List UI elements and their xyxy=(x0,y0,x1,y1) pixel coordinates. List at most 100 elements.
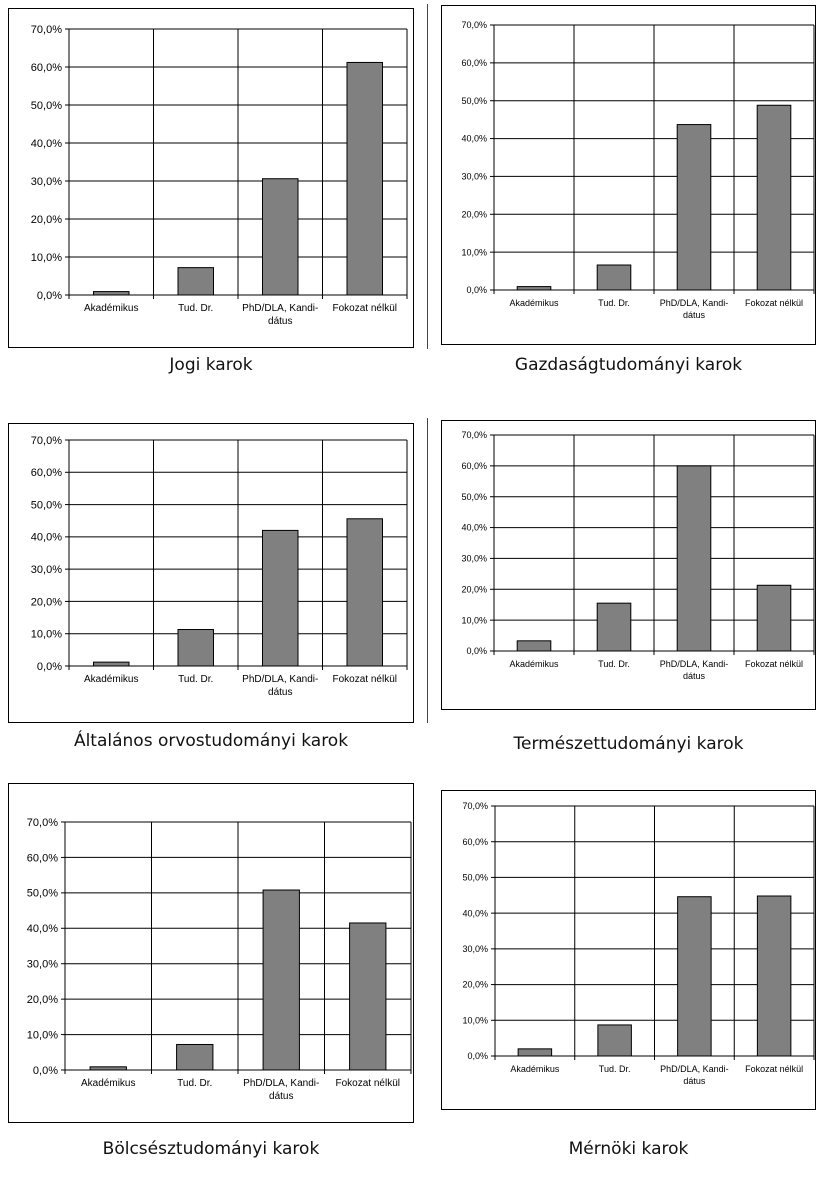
y-tick-label: 70,0% xyxy=(461,20,487,30)
y-tick-label: 10,0% xyxy=(461,247,487,257)
y-tick-label: 30,0% xyxy=(461,554,487,564)
y-tick-label: 0,0% xyxy=(466,285,487,295)
bar xyxy=(346,518,383,667)
bar-chart: 0,0% 10,0% 20,0% 30,0% 40,0% 50,0% 60,0% 70,0% A… xyxy=(461,430,815,681)
y-tick-label: 60,0% xyxy=(462,837,488,847)
bar xyxy=(346,61,383,296)
chart-caption: Mérnöki karok xyxy=(568,1139,689,1159)
chart-frame: 0,0% 10,0% 20,0% 30,0% 40,0% 50,0% 60,0% 70,0% A… xyxy=(8,423,414,723)
category-label: Tud. Dr. xyxy=(178,303,213,314)
category-label: Fokozat nélkül xyxy=(745,659,803,669)
bar xyxy=(677,896,712,1057)
y-tick-label: 70,0% xyxy=(27,817,58,829)
y-tick-label: 0,0% xyxy=(33,1065,58,1077)
category-label: Fokozat nélkül xyxy=(745,1064,803,1074)
y-tick-label: 50,0% xyxy=(31,100,62,112)
bar xyxy=(756,104,792,291)
category-label: Akadémikus xyxy=(510,1064,560,1074)
category-label: Fokozat nélkül xyxy=(333,303,397,314)
bar xyxy=(516,286,552,291)
chart-caption: Természettudományi karok xyxy=(513,734,744,754)
bar xyxy=(176,1043,214,1071)
y-tick-label: 50,0% xyxy=(461,492,487,502)
chart-caption: Általános orvostudományi karok xyxy=(73,731,349,751)
y-tick-label: 30,0% xyxy=(461,172,487,182)
category-label: PhD/DLA, Kandi-dátus xyxy=(660,298,729,320)
chart-frame: 0,0% 10,0% 20,0% 30,0% 40,0% 50,0% 60,0% 70,0% A… xyxy=(8,783,414,1123)
y-tick-label: 0,0% xyxy=(37,661,62,673)
y-tick-label: 60,0% xyxy=(27,852,58,864)
y-tick-label: 50,0% xyxy=(461,96,487,106)
y-tick-label: 10,0% xyxy=(27,1029,58,1041)
y-tick-label: 40,0% xyxy=(31,532,62,544)
category-label: PhD/DLA, Kandi-dátus xyxy=(660,659,729,681)
bar xyxy=(517,1048,553,1057)
bar-chart: 0,0% 10,0% 20,0% 30,0% 40,0% 50,0% 60,0% 70,0% A… xyxy=(462,801,815,1086)
y-tick-label: 40,0% xyxy=(461,134,487,144)
y-tick-label: 70,0% xyxy=(31,24,62,36)
y-tick-label: 20,0% xyxy=(461,584,487,594)
bar xyxy=(177,629,214,667)
bar-chart: 0,0% 10,0% 20,0% 30,0% 40,0% 50,0% 60,0% 70,0% A… xyxy=(27,817,412,1102)
y-tick-label: 10,0% xyxy=(31,252,62,264)
category-label: Tud. Dr. xyxy=(598,298,630,308)
y-tick-label: 70,0% xyxy=(462,801,488,811)
chart-caption: Jogi karok xyxy=(169,355,253,375)
y-tick-label: 30,0% xyxy=(31,564,62,576)
chart-caption: Gazdaságtudományi karok xyxy=(514,355,743,375)
bar xyxy=(262,178,299,296)
category-label: Akadémikus xyxy=(84,303,138,314)
category-label: PhD/DLA, Kandi-dátus xyxy=(243,1078,319,1102)
bar xyxy=(349,922,387,1071)
y-tick-label: 50,0% xyxy=(462,873,488,883)
bar xyxy=(597,1024,632,1057)
y-tick-label: 50,0% xyxy=(31,499,62,511)
chart-frame: 0,0% 10,0% 20,0% 30,0% 40,0% 50,0% 60,0% 70,0% A… xyxy=(441,790,816,1110)
y-tick-label: 10,0% xyxy=(462,1015,488,1025)
bar xyxy=(676,124,712,291)
y-tick-label: 40,0% xyxy=(31,138,62,150)
category-label: Akadémikus xyxy=(84,674,138,685)
category-label: Fokozat nélkül xyxy=(336,1078,400,1089)
category-label: Tud. Dr. xyxy=(599,1064,631,1074)
bar xyxy=(177,267,214,296)
chart-caption: Bölcsésztudományi karok xyxy=(102,1139,320,1159)
y-tick-label: 0,0% xyxy=(37,290,62,302)
y-tick-label: 20,0% xyxy=(461,209,487,219)
chart-frame: 0,0% 10,0% 20,0% 30,0% 40,0% 50,0% 60,0% 70,0% A… xyxy=(8,8,414,348)
y-tick-label: 60,0% xyxy=(31,467,62,479)
bar-chart: 0,0% 10,0% 20,0% 30,0% 40,0% 50,0% 60,0% 70,0% A… xyxy=(461,20,815,320)
bar xyxy=(93,291,130,296)
chart-frame: 0,0% 10,0% 20,0% 30,0% 40,0% 50,0% 60,0% 70,0% A… xyxy=(441,5,816,345)
y-tick-label: 20,0% xyxy=(462,980,488,990)
y-tick-label: 30,0% xyxy=(31,176,62,188)
bar-chart: 0,0% 10,0% 20,0% 30,0% 40,0% 50,0% 60,0% 70,0% A… xyxy=(31,24,408,327)
column-divider-middle xyxy=(427,418,428,723)
category-label: Akadémikus xyxy=(509,659,559,669)
bar xyxy=(596,264,632,291)
y-tick-label: 70,0% xyxy=(461,430,487,440)
category-label: PhD/DLA, Kandi-dátus xyxy=(660,1064,729,1086)
y-tick-label: 0,0% xyxy=(466,646,487,656)
y-tick-label: 40,0% xyxy=(462,908,488,918)
chart-frame: 0,0% 10,0% 20,0% 30,0% 40,0% 50,0% 60,0% 70,0% A… xyxy=(441,420,816,710)
y-tick-label: 20,0% xyxy=(31,596,62,608)
y-tick-label: 60,0% xyxy=(461,461,487,471)
category-label: PhD/DLA, Kandi-dátus xyxy=(242,674,318,698)
category-label: Akadémikus xyxy=(509,298,559,308)
y-tick-label: 30,0% xyxy=(462,944,488,954)
bar xyxy=(93,661,130,667)
y-tick-label: 20,0% xyxy=(31,214,62,226)
bar xyxy=(756,584,792,652)
category-label: Akadémikus xyxy=(81,1078,135,1089)
category-label: PhD/DLA, Kandi-dátus xyxy=(242,303,318,327)
bar xyxy=(516,640,552,652)
y-tick-label: 0,0% xyxy=(467,1051,488,1061)
bar xyxy=(676,465,712,652)
bar xyxy=(262,889,300,1071)
bar xyxy=(596,602,632,652)
y-tick-label: 40,0% xyxy=(27,923,58,935)
y-tick-label: 60,0% xyxy=(31,62,62,74)
y-tick-label: 20,0% xyxy=(27,994,58,1006)
y-tick-label: 40,0% xyxy=(461,523,487,533)
